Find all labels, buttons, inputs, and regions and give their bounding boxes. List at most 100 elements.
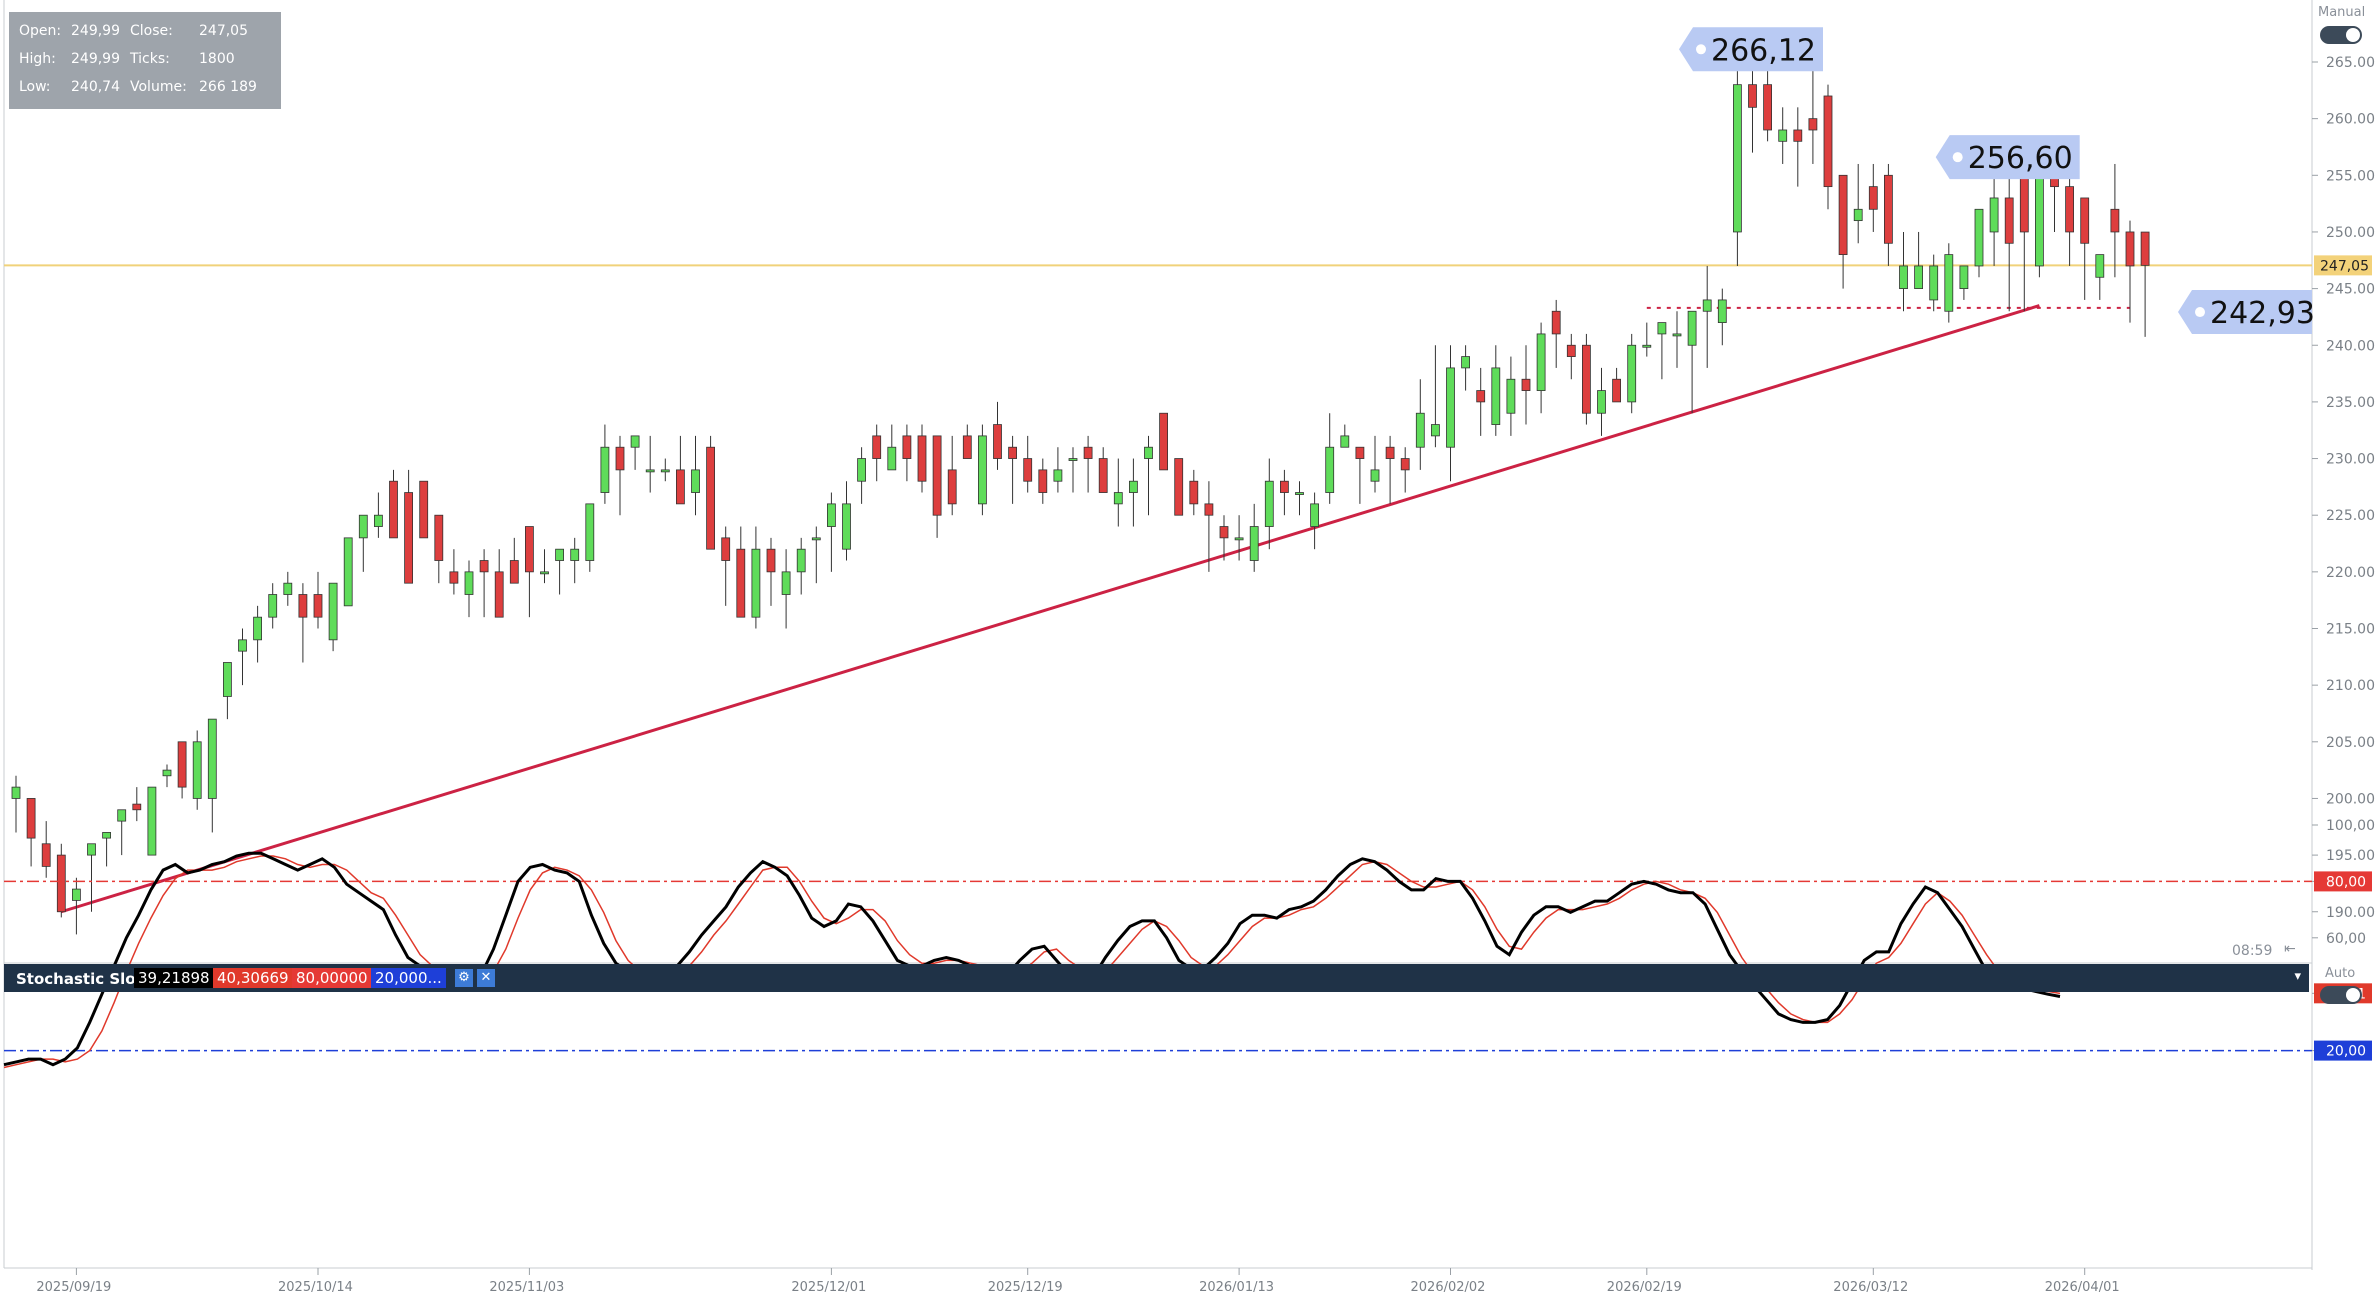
candle-down bbox=[2065, 186, 2075, 233]
last-price-badge bbox=[2314, 255, 2372, 276]
candle-up bbox=[540, 571, 549, 575]
osc-tick-label: 60,00 bbox=[2326, 931, 2366, 947]
candle-down bbox=[1189, 480, 1199, 505]
price-marker-label: 256,60 bbox=[1968, 141, 2073, 176]
time-tick-label: 2025/12/19 bbox=[988, 1280, 1063, 1295]
candle-up bbox=[373, 514, 383, 527]
chevron-down-icon[interactable]: ▾ bbox=[2294, 969, 2301, 984]
candle-up bbox=[570, 548, 580, 561]
manual-toggle[interactable] bbox=[2320, 26, 2362, 44]
last-price-label: 247,05 bbox=[2320, 258, 2369, 274]
candle-up bbox=[1672, 333, 1682, 337]
lower-value: 20,000... bbox=[371, 968, 446, 988]
candle-down bbox=[917, 435, 927, 482]
candle-down bbox=[706, 446, 715, 550]
candle-up bbox=[1717, 299, 1727, 323]
time-tick-label: 2026/02/02 bbox=[1411, 1280, 1486, 1295]
ticks-value: 1800 bbox=[199, 51, 235, 67]
time-tick-label: 2026/01/13 bbox=[1199, 1280, 1274, 1295]
candle-down bbox=[902, 435, 912, 459]
candle-down bbox=[872, 435, 882, 459]
candle-up bbox=[660, 469, 670, 473]
close-icon[interactable]: ✕ bbox=[477, 969, 495, 987]
marker-dot bbox=[1952, 152, 1963, 163]
candle-up bbox=[1249, 526, 1259, 561]
price-tick-label: 230.00 bbox=[2326, 452, 2375, 468]
price-tick-label: 235.00 bbox=[2326, 395, 2375, 411]
price-tick-label: 240.00 bbox=[2326, 338, 2375, 354]
candle-down bbox=[1476, 390, 1486, 403]
candle-down bbox=[2125, 231, 2135, 267]
time-tick-label: 2025/12/01 bbox=[791, 1280, 866, 1295]
price-tick-label: 190.00 bbox=[2326, 905, 2375, 921]
marker-dot bbox=[2195, 307, 2205, 318]
candle-up bbox=[1506, 378, 1516, 414]
candle-down bbox=[419, 480, 429, 539]
candle-up bbox=[1989, 197, 1999, 233]
high-label: High: bbox=[19, 51, 56, 67]
candle-up bbox=[1853, 208, 1863, 222]
k-value: 39,21898 bbox=[134, 968, 214, 988]
candle-up bbox=[1702, 299, 1712, 312]
candle-down bbox=[509, 560, 519, 584]
candle-down bbox=[525, 526, 534, 573]
high-value: 249,99 bbox=[71, 51, 120, 67]
candle-up bbox=[1778, 129, 1788, 142]
candle-up bbox=[1129, 480, 1138, 493]
stochastic-k-line bbox=[3, 851, 2061, 1067]
candle-down bbox=[2004, 197, 2014, 244]
candle-down bbox=[676, 469, 685, 505]
osc-badge-lower bbox=[2314, 1040, 2372, 1061]
settings-icon[interactable]: ⚙ bbox=[455, 969, 473, 987]
candle-down bbox=[1385, 446, 1395, 459]
candle-up bbox=[630, 435, 640, 448]
candle-up bbox=[781, 571, 791, 595]
ohlc-info-box: Open: 249,99 Close: 247,05 High: 249,99 … bbox=[9, 12, 281, 109]
candle-up bbox=[1959, 265, 1969, 290]
candle-down bbox=[993, 424, 1002, 459]
candle-up bbox=[1264, 480, 1274, 527]
ticks-label: Ticks: bbox=[130, 51, 170, 67]
candle-up bbox=[117, 809, 127, 822]
candle-down bbox=[1838, 174, 1848, 256]
time-tick-label: 2025/10/14 bbox=[278, 1280, 353, 1295]
candle-up bbox=[253, 616, 263, 641]
candle-up bbox=[1144, 446, 1153, 459]
candle-up bbox=[1536, 333, 1546, 391]
candle-up bbox=[827, 503, 836, 527]
auto-toggle[interactable] bbox=[2320, 986, 2362, 1004]
low-value: 240,74 bbox=[71, 79, 120, 95]
candle-down bbox=[1823, 95, 1833, 188]
candle-up bbox=[147, 786, 157, 856]
candle-down bbox=[962, 435, 972, 459]
close-value: 247,05 bbox=[199, 23, 248, 39]
osc-tick-label: 20,00 bbox=[2326, 1044, 2366, 1060]
candle-down bbox=[1204, 503, 1214, 516]
candle-down bbox=[1808, 118, 1818, 131]
candle-up bbox=[1310, 503, 1319, 527]
candle-down bbox=[932, 435, 942, 516]
candle-up bbox=[1899, 265, 1908, 290]
candle-up bbox=[691, 469, 700, 493]
candle-up bbox=[887, 446, 897, 471]
candle-up bbox=[328, 582, 338, 641]
candle-down bbox=[1159, 412, 1168, 471]
candle-up bbox=[1431, 424, 1440, 437]
candle-up bbox=[1295, 492, 1304, 495]
candle-down bbox=[2080, 197, 2090, 244]
osc-badge-upper bbox=[2314, 871, 2372, 892]
candle-up bbox=[1461, 356, 1470, 369]
osc-tick-label: 80,00 bbox=[2326, 874, 2366, 890]
candle-down bbox=[1023, 458, 1033, 482]
price-tick-label: 205.00 bbox=[2326, 735, 2375, 751]
candle-down bbox=[404, 492, 414, 584]
candle-up bbox=[2095, 254, 2105, 278]
candle-up bbox=[645, 469, 655, 473]
candle-up bbox=[102, 832, 111, 839]
candle-down bbox=[1748, 84, 1757, 108]
collapse-icon[interactable]: ⇤ bbox=[2284, 941, 2296, 957]
candle-down bbox=[41, 843, 51, 867]
price-tick-label: 195.00 bbox=[2326, 848, 2375, 864]
candle-down bbox=[1219, 526, 1229, 539]
